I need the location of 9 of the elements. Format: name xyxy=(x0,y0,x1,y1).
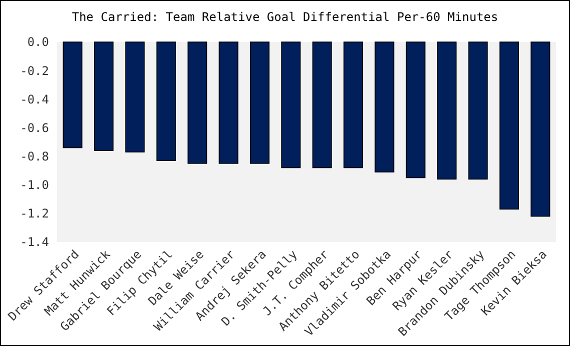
y-tick-label: -0.2 xyxy=(20,64,49,78)
y-tick-label: -1.2 xyxy=(20,206,49,221)
y-tick-label: -0.6 xyxy=(20,120,49,135)
y-tick-label: 0.0 xyxy=(27,35,49,50)
y-tick-label: -1.0 xyxy=(20,178,49,192)
y-tick-label: -1.4 xyxy=(20,235,49,250)
chart-title: The Carried: Team Relative Goal Differential Per-60 Minutes xyxy=(72,10,498,24)
y-tick-label: -0.8 xyxy=(20,149,49,164)
y-tick-label: -0.4 xyxy=(20,92,49,106)
